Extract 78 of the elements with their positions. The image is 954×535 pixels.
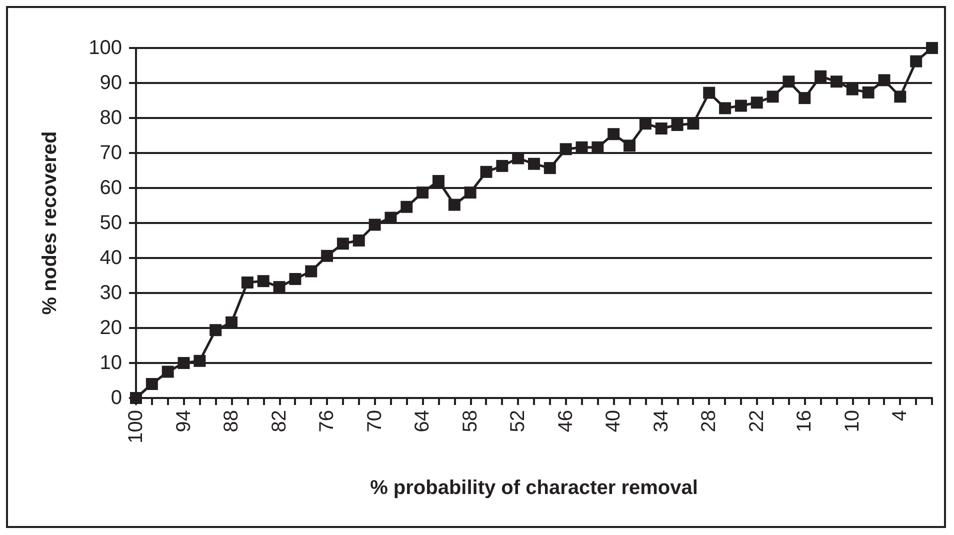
point [560, 143, 572, 156]
y-tick-label: 0 [110, 387, 122, 409]
point [687, 118, 700, 130]
x-axis-title: % probability of character removal [370, 477, 698, 499]
x-tick-label: 94 [172, 410, 195, 432]
x-tick-label: 52 [507, 410, 530, 432]
point [464, 186, 476, 199]
point [178, 357, 190, 369]
point [846, 83, 858, 96]
y-tick-label: 30 [100, 282, 122, 304]
y-tick-label: 80 [100, 107, 122, 129]
point [544, 162, 556, 174]
point [766, 90, 779, 103]
point [336, 238, 349, 250]
point [432, 175, 444, 187]
point [926, 42, 938, 54]
point [878, 74, 890, 86]
x-tick-label: 34 [650, 410, 672, 432]
x-tick-label: 40 [602, 410, 625, 432]
point [496, 160, 508, 172]
point [226, 316, 238, 328]
point [146, 378, 158, 390]
point [862, 86, 874, 98]
x-tick-label: 64 [412, 410, 434, 432]
point [719, 102, 732, 114]
point [639, 118, 652, 130]
point [830, 76, 842, 88]
x-tick-label: 46 [554, 410, 577, 432]
point [782, 76, 795, 88]
x-tick-label: 82 [268, 410, 290, 432]
x-tick-label: 10 [841, 410, 864, 432]
point [655, 122, 668, 134]
x-tick-label: 88 [220, 410, 243, 432]
x-tick-label: 70 [364, 410, 386, 432]
point [194, 354, 206, 367]
x-tick-label: 100 [125, 410, 147, 444]
point [210, 324, 222, 336]
point [321, 250, 334, 262]
point [798, 92, 811, 104]
point [814, 70, 827, 82]
point [480, 166, 492, 178]
y-tick-label: 60 [100, 177, 122, 199]
point [273, 281, 286, 294]
y-tick-label: 20 [100, 317, 122, 339]
point [400, 200, 413, 213]
x-tick-label: 76 [316, 410, 338, 432]
y-tick-label: 90 [100, 72, 122, 94]
point [734, 100, 747, 112]
y-axis-title: % nodes recovered [39, 131, 61, 315]
point [750, 96, 763, 109]
point [592, 141, 604, 154]
x-tick-label: 58 [459, 410, 482, 432]
point [162, 366, 174, 378]
x-tick-label: 4 [889, 410, 912, 422]
point [352, 234, 365, 246]
y-tick-label: 40 [100, 247, 122, 269]
point [448, 198, 460, 211]
y-tick-label: 10 [100, 352, 122, 374]
point [671, 119, 684, 131]
point [894, 90, 906, 103]
x-tick-label: 16 [794, 410, 816, 432]
point [241, 276, 254, 288]
x-tick-label: 22 [746, 410, 768, 432]
point [608, 128, 620, 140]
point [703, 86, 716, 99]
point [910, 55, 922, 68]
point [624, 140, 636, 152]
point [576, 141, 588, 154]
point [257, 275, 270, 288]
point [368, 218, 381, 231]
y-tick-label: 50 [100, 212, 122, 234]
y-tick-label: 70 [100, 142, 122, 164]
point [416, 186, 429, 199]
point [289, 273, 302, 285]
point [305, 265, 318, 278]
x-tick-label: 28 [698, 410, 720, 432]
point [528, 158, 540, 170]
y-tick-label: 100 [88, 37, 122, 59]
